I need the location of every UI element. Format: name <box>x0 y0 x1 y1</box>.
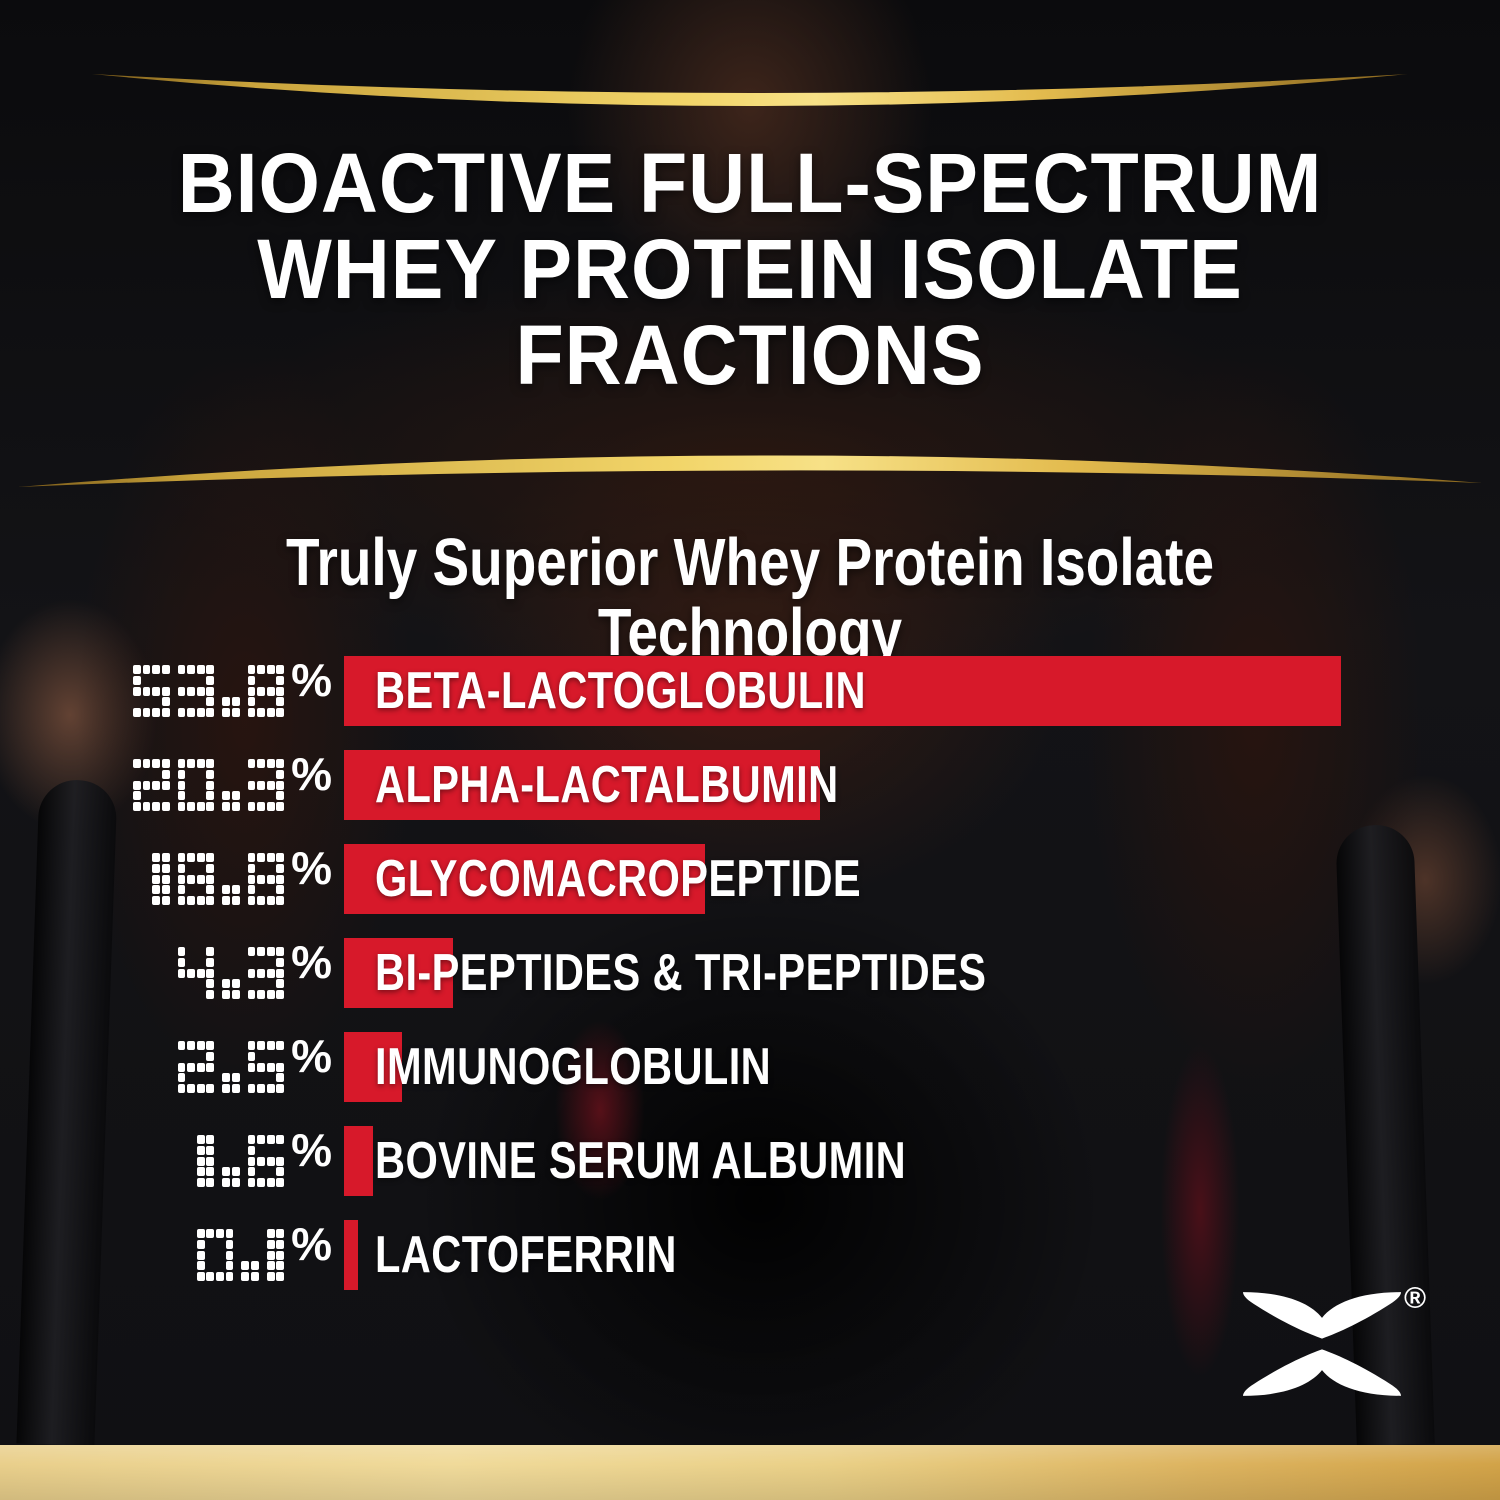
bar-label: ALPHA-LACTALBUMIN <box>375 756 839 814</box>
percent-sign: % <box>291 841 332 894</box>
bar <box>344 938 453 1008</box>
bar-label: IMMUNOGLOBULIN <box>375 1038 772 1096</box>
percent-sign: % <box>291 1029 332 1082</box>
percent-sign: % <box>291 1123 332 1176</box>
bar-label: LACTOFERRIN <box>375 1226 677 1284</box>
percent-sign: % <box>291 1217 332 1270</box>
bar-row: % BI-PEPTIDES & TRI-PEPTIDES <box>0 938 1500 1008</box>
bar-label: GLYCOMACROPEPTIDE <box>375 850 862 908</box>
tiled-digit-3 <box>177 664 215 718</box>
tiled-digit-3 <box>247 758 285 812</box>
tiled-digit-0 <box>177 758 215 812</box>
tiled-digit-dot <box>222 1135 240 1188</box>
tiled-digit-4 <box>177 946 215 1000</box>
bar-row: % ALPHA-LACTALBUMIN <box>0 750 1500 820</box>
bar-value: % <box>0 1032 332 1102</box>
tiled-digit-dot <box>222 853 240 906</box>
tiled-digit-2 <box>132 758 170 812</box>
bar <box>344 656 1341 726</box>
tiled-digit-0 <box>196 1228 234 1282</box>
tiled-digit-3 <box>247 946 285 1000</box>
tiled-digit-1 <box>266 1228 285 1282</box>
page-title: BIOACTIVE FULL-SPECTRUM WHEY PROTEIN ISO… <box>45 140 1455 398</box>
bar-row: % IMMUNOGLOBULIN <box>0 1032 1500 1102</box>
x-logo-mark <box>1243 1292 1401 1396</box>
bar-value: % <box>0 1126 332 1196</box>
tiled-digit-1 <box>196 1134 215 1188</box>
tiled-digit-dot <box>222 1041 240 1094</box>
bar-row: % LACTOFERRIN <box>0 1220 1500 1290</box>
percent-sign: % <box>291 653 332 706</box>
bar-row: % BETA-LACTOGLOBULIN <box>0 656 1500 726</box>
bar-value: % <box>0 750 332 820</box>
bar <box>344 750 820 820</box>
bar-row: % BOVINE SERUM ALBUMIN <box>0 1126 1500 1196</box>
tiled-digit-8 <box>247 664 285 718</box>
tiled-digit-8 <box>247 852 285 906</box>
title-line-3: FRACTIONS <box>515 308 985 402</box>
percent-sign: % <box>291 935 332 988</box>
gold-footer-band <box>0 1445 1500 1500</box>
tiled-digit-dot <box>222 665 240 718</box>
bar-label: BETA-LACTOGLOBULIN <box>375 662 866 720</box>
registered-trademark: ® <box>1404 1282 1427 1315</box>
tiled-digit-5 <box>132 664 170 718</box>
tiled-digit-dot <box>222 759 240 812</box>
fractions-bar-chart: % BETA-LACTOGLOBULIN% ALPHA-LACTALBUMIN% GL… <box>0 656 1500 1316</box>
tiled-digit-dot <box>241 1229 259 1282</box>
bar <box>344 1032 402 1102</box>
title-line-1: BIOACTIVE FULL-SPECTRUM <box>177 136 1323 230</box>
percent-sign: % <box>291 747 332 800</box>
bar-label: BI-PEPTIDES & TRI-PEPTIDES <box>375 944 987 1002</box>
bar-value: % <box>0 938 332 1008</box>
brand-logo: ® <box>1243 1282 1433 1398</box>
tiled-digit-6 <box>247 1134 285 1188</box>
tiled-digit-2 <box>177 1040 215 1094</box>
tiled-digit-5 <box>247 1040 285 1094</box>
bar-label: BOVINE SERUM ALBUMIN <box>375 1132 907 1190</box>
subtitle: Truly Superior Whey Protein Isolate Tech… <box>285 525 1215 670</box>
bar <box>344 1126 373 1196</box>
bar-value: % <box>0 1220 332 1290</box>
tiled-digit-8 <box>177 852 215 906</box>
tiled-digit-1 <box>152 852 170 906</box>
title-line-2: WHEY PROTEIN ISOLATE <box>257 222 1243 316</box>
bar <box>344 1220 358 1290</box>
bar-value: % <box>0 656 332 726</box>
bar-row: % GLYCOMACROPEPTIDE <box>0 844 1500 914</box>
tiled-digit-dot <box>222 947 240 1000</box>
bar-value: % <box>0 844 332 914</box>
bar <box>344 844 705 914</box>
